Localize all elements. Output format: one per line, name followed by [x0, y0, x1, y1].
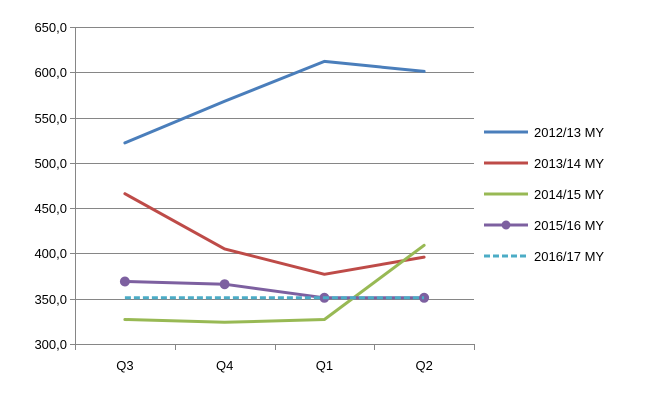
legend: 2012/13 MY 2013/14 MY 2014/15 MY 2015/16 MY…	[484, 125, 604, 264]
gridlines	[75, 27, 474, 300]
series-line-2	[123, 192, 426, 276]
series-line-3	[123, 243, 426, 324]
y-tick-label: 300,0	[34, 337, 67, 352]
legend-label: 2016/17 MY	[534, 249, 604, 264]
y-tick-label: 450,0	[34, 201, 67, 216]
series-line-4	[123, 280, 426, 300]
series-line-1	[123, 59, 426, 145]
axes	[70, 27, 475, 350]
legend-label: 2013/14 MY	[534, 156, 604, 171]
y-tick-label: 350,0	[34, 292, 67, 307]
legend-label: 2012/13 MY	[534, 125, 604, 140]
series-point	[119, 276, 130, 287]
x-axis-tick-labels: Q3 Q4 Q1 Q2	[116, 358, 433, 373]
x-tick-label: Q2	[415, 358, 432, 373]
y-tick-label: 400,0	[34, 246, 67, 261]
series-lines	[119, 59, 430, 324]
legend-marker	[501, 220, 511, 230]
y-tick-label: 500,0	[34, 156, 67, 171]
x-tick-label: Q4	[216, 358, 233, 373]
y-axis-tick-labels: 300,0 350,0 400,0 450,0 500,0 550,0 600,0 650,0	[34, 20, 67, 352]
x-tick-label: Q3	[116, 358, 133, 373]
series-point	[219, 279, 230, 290]
y-tick-label: 650,0	[34, 20, 67, 35]
legend-label: 2014/15 MY	[534, 187, 604, 202]
y-tick-label: 600,0	[34, 65, 67, 80]
y-tick-label: 550,0	[34, 111, 67, 126]
series-point	[419, 292, 430, 303]
legend-label: 2015/16 MY	[534, 218, 604, 233]
x-tick-label: Q1	[316, 358, 333, 373]
